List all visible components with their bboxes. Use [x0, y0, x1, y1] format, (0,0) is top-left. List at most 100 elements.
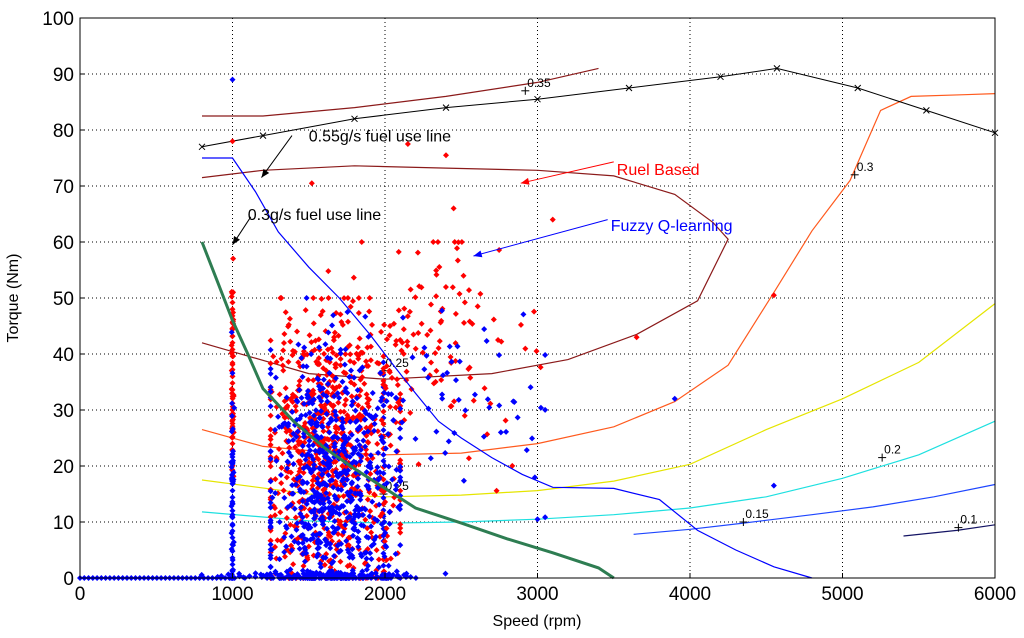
fuzzy-q-learning-point: [340, 440, 347, 447]
fuzzy-q-learning-point: [362, 443, 369, 450]
fuzzy-q-learning-point: [267, 448, 274, 455]
fuzzy-q-learning-point: [276, 423, 283, 430]
rule-based-point: [399, 339, 406, 346]
fuzzy-q-learning-point: [228, 503, 235, 510]
rule-based-point: [365, 439, 372, 446]
fuzzy-q-learning-point: [386, 508, 393, 515]
rule-based-point: [395, 307, 402, 314]
rule-based-point: [278, 464, 285, 471]
rule-based-point: [229, 373, 236, 380]
fuzzy-q-learning-point: [310, 412, 317, 419]
fuzzy-q-learning-point: [400, 397, 407, 404]
rule-based-point: [315, 336, 322, 343]
fuzzy-q-learning-point: [380, 427, 387, 434]
rule-based-point: [386, 332, 393, 339]
fuzzy-q-learning-point: [348, 402, 355, 409]
fuzzy-q-learning-point: [317, 564, 324, 571]
fuzzy-q-learning-point: [298, 354, 305, 361]
rule-based-point: [416, 283, 423, 290]
fuzzy-q-learning-point: [378, 437, 385, 444]
rule-based-point: [283, 428, 290, 435]
fuzzy-q-learning-point: [269, 494, 276, 501]
fuzzy-q-learning-point: [319, 514, 326, 521]
rule-based-point: [393, 337, 400, 344]
rule-based-point: [229, 299, 236, 306]
fuzzy-q-learning-point: [486, 404, 493, 411]
y-tick-label: 20: [53, 457, 74, 478]
fuzzy-q-learning-point: [369, 498, 376, 505]
rule-based-point: [267, 441, 274, 448]
fuzzy-q-learning-point: [359, 568, 366, 575]
rule-based-point: [330, 402, 337, 409]
fuzzy-q-learning-point: [276, 518, 283, 525]
fuzzy-q-learning-point: [318, 408, 325, 415]
fuzzy-q-learning-point: [361, 550, 368, 557]
rule-based-point: [447, 354, 454, 361]
fuzzy-q-learning-point: [326, 369, 333, 376]
fuzzy-q-learning-point: [267, 564, 274, 571]
rule-based-point: [404, 141, 411, 147]
fuzzy-q-learning-point: [455, 396, 462, 403]
fuzzy-q-learning-point: [324, 398, 331, 405]
rule-based-point: [351, 359, 358, 366]
rule-based-point: [228, 385, 235, 392]
fuzzy-q-learning-point: [362, 407, 369, 414]
fuzzy-q-learning-point: [349, 398, 356, 405]
fuzzy-q-learning-point: [298, 519, 305, 526]
fuzzy-q-learning-point: [361, 416, 368, 423]
fuzzy-q-learning-point: [294, 520, 301, 527]
rule-based-point: [466, 318, 473, 325]
rule-based-point: [325, 268, 332, 275]
rule-based-point: [371, 491, 378, 498]
rule-based-point: [460, 319, 467, 326]
rule-based-point: [354, 344, 361, 351]
fuzzy-q-learning-point: [371, 536, 378, 543]
rule-based-point: [382, 382, 389, 389]
fuzzy-q-learning-point: [356, 423, 363, 430]
rule-based-point: [369, 321, 376, 328]
rule-based-point: [297, 458, 304, 465]
rule-based-point: [375, 360, 382, 367]
fuzzy-q-learning-point: [225, 571, 232, 578]
fuzzy-q-learning-point: [326, 429, 333, 436]
fuzzy-q-learning-point: [228, 530, 235, 537]
fuzzy-q-learning-point: [388, 391, 395, 398]
fuzzy-q-learning-point: [380, 457, 387, 464]
contour-label: 0.35: [527, 76, 551, 90]
annotation-arrow: [473, 219, 608, 257]
fuzzy-q-learning-point: [448, 358, 455, 365]
rule-based-point: [267, 412, 274, 419]
fuzzy-q-learning-point: [333, 496, 340, 503]
fuzzy-q-learning-point: [267, 541, 274, 548]
fuzzy-q-learning-point: [304, 394, 311, 401]
rule-based-point: [388, 374, 395, 381]
fuzzy-q-learning-point: [346, 513, 353, 520]
fuzzy-q-learning-point: [327, 355, 334, 362]
fuzzy-q-learning-point: [352, 418, 359, 425]
fuzzy-q-learning-point: [299, 451, 306, 458]
fuzzy-q-learning-point: [397, 478, 404, 485]
rule-based-point: [347, 351, 354, 358]
fuzzy-q-learning-point: [377, 370, 384, 377]
rule-based-point: [306, 459, 313, 466]
fuzzy-q-learning-point: [231, 404, 238, 411]
fuzzy-q-learning-point: [471, 391, 478, 398]
fuzzy-q-learning-point: [342, 346, 349, 353]
fuzzy-q-learning-point: [342, 571, 349, 578]
rule-based-point: [407, 409, 414, 416]
fuzzy-q-learning-point: [355, 475, 362, 482]
rule-based-point: [400, 350, 407, 357]
fuzzy-q-learning-point: [481, 326, 488, 333]
max-torque-marker: [773, 65, 781, 72]
fuzzy-q-learning-point: [299, 540, 306, 547]
fuzzy-q-learning-point: [267, 519, 274, 526]
fuzzy-q-learning-point: [368, 542, 375, 549]
rule-based-point: [319, 308, 326, 315]
rule-based-point: [509, 462, 516, 469]
rule-based-point: [380, 408, 387, 415]
fuzzy-q-learning-point: [354, 437, 361, 444]
annotation-arrowhead: [261, 168, 270, 178]
fuzzy-q-learning-point: [315, 491, 322, 498]
fuzzy-q-learning-point: [358, 506, 365, 513]
fuzzy-q-learning-point: [292, 481, 299, 488]
